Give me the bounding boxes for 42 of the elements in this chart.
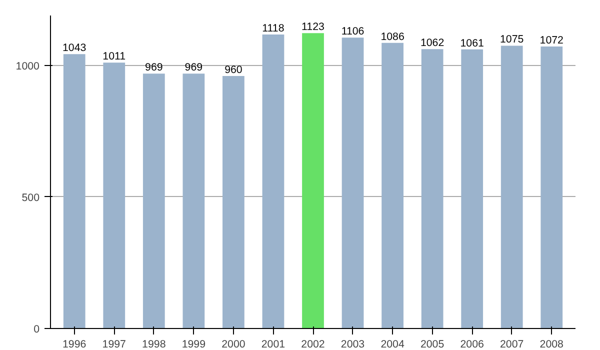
bar: [302, 33, 324, 328]
y-tick-label: 500: [22, 192, 40, 204]
bar: [461, 49, 484, 328]
bar: [382, 42, 404, 328]
bar: [540, 46, 563, 328]
bar: [421, 49, 444, 328]
data-label: 1011: [102, 50, 126, 63]
x-tick-label: 2005: [420, 338, 444, 350]
data-label: 1118: [262, 22, 284, 34]
data-label: 1072: [540, 34, 564, 47]
bar: [342, 38, 364, 328]
x-tick-label: 2002: [301, 338, 325, 350]
x-tick-label: 2008: [540, 338, 564, 350]
x-tick-label: 2003: [340, 338, 365, 350]
bar: [262, 34, 284, 328]
data-label: 960: [224, 64, 242, 76]
bar: [500, 46, 523, 328]
x-tick-label: 1996: [62, 338, 86, 350]
x-tick-label: 2004: [380, 338, 404, 350]
x-tick-label: 2000: [222, 338, 246, 350]
bar: [103, 62, 126, 328]
x-tick-label: 2001: [261, 338, 286, 350]
bar: [63, 54, 86, 328]
x-tick-label: 2006: [460, 338, 484, 350]
data-label: 1062: [420, 37, 444, 50]
data-label: 1043: [62, 42, 86, 54]
data-label: 1123: [302, 21, 325, 34]
bar: [182, 74, 205, 328]
y-tick-label: 1000: [16, 60, 40, 72]
bar: [222, 76, 244, 328]
y-tick-label: 0: [34, 324, 40, 336]
data-label: 969: [184, 62, 203, 74]
x-tick-label: 1999: [182, 338, 206, 350]
data-label: 1061: [460, 37, 484, 50]
x-tick-label: 1998: [142, 338, 166, 350]
x-tick-label: 2007: [500, 338, 524, 350]
data-label: 1075: [500, 34, 524, 46]
x-tick-label: 1997: [102, 338, 126, 350]
data-label: 969: [145, 62, 163, 74]
bar: [142, 74, 165, 328]
data-label: 1086: [380, 30, 404, 43]
data-label: 1106: [341, 26, 364, 38]
